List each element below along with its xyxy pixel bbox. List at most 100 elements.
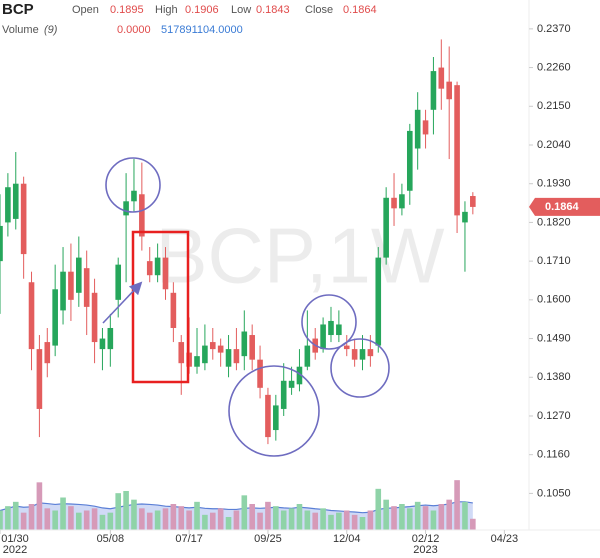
legend-label: Close	[305, 4, 333, 16]
volume-bar	[280, 510, 287, 530]
volume-bar	[20, 512, 27, 530]
candle-body	[359, 349, 366, 360]
volume-bar	[351, 514, 358, 530]
candle-body	[68, 271, 74, 300]
candle-body	[154, 257, 161, 276]
candle-body	[241, 331, 248, 357]
candle-body	[336, 324, 342, 336]
legend-value: 0.1843	[256, 4, 290, 16]
candle-body	[12, 183, 19, 219]
candle-body	[320, 324, 326, 350]
volume-bar	[265, 501, 271, 530]
volume-bar	[249, 504, 255, 530]
volume-bar	[60, 497, 66, 530]
watermark: BCP,1W	[156, 212, 445, 300]
candle-body	[131, 190, 137, 202]
candle-body	[328, 320, 334, 336]
candle-body	[0, 225, 3, 262]
candle-body	[422, 120, 429, 135]
candle-layer	[0, 39, 476, 445]
volume-bar	[68, 506, 74, 530]
legend-value: 517891104.0000	[161, 24, 243, 36]
y-tick-label: 0.1380	[537, 371, 571, 383]
volume-bar	[91, 508, 98, 530]
candle-body	[280, 380, 287, 409]
candle-body	[383, 197, 389, 258]
volume-bar	[336, 512, 342, 530]
volume-bar	[414, 501, 421, 530]
y-tick-label: 0.1710	[537, 255, 571, 267]
candle-body	[99, 338, 106, 350]
x-tick-label: 01/30	[1, 533, 29, 545]
legend-value: 0.1864	[343, 4, 377, 16]
candle-body	[375, 257, 382, 346]
volume-bar	[225, 517, 232, 530]
candle-body	[28, 282, 35, 350]
y-tick-label: 0.1490	[537, 332, 571, 344]
candle-body	[265, 394, 271, 438]
candle-body	[296, 366, 303, 385]
volume-bar	[462, 501, 468, 530]
volume-bar	[44, 508, 51, 530]
volume-bar	[359, 517, 366, 530]
legend-value: 0.0000	[117, 24, 151, 36]
x-tick-label: 12/04	[333, 533, 361, 545]
volume-bar	[288, 508, 295, 530]
candle-body	[391, 197, 397, 209]
volume-bar	[131, 499, 137, 530]
volume-bar	[367, 510, 374, 530]
volume-bar	[5, 506, 11, 530]
y-tick-label: 0.1270	[537, 410, 571, 422]
candle-body	[36, 349, 43, 409]
candle-body	[170, 292, 177, 328]
volume-bar	[391, 506, 397, 530]
annotation-circle	[105, 157, 161, 213]
volume-bar	[0, 510, 3, 530]
candle-body	[162, 257, 169, 290]
candle-body	[257, 359, 263, 388]
year-label: 2022	[3, 544, 27, 556]
x-tick-label: 05/08	[97, 533, 125, 545]
volume-bar	[154, 510, 161, 530]
candle-body	[76, 257, 82, 293]
x-tick-label: 04/23	[491, 533, 519, 545]
volume-bar	[399, 504, 405, 530]
volume-bar	[202, 514, 208, 530]
candle-body	[83, 268, 90, 307]
volume-bar	[170, 504, 177, 530]
candle-body	[454, 85, 460, 216]
volume-layer	[0, 480, 476, 530]
volume-bar	[107, 512, 114, 530]
volume-bar	[343, 510, 350, 530]
volume-bar	[115, 493, 122, 530]
volume-bar	[76, 512, 82, 530]
volume-bar	[83, 510, 90, 530]
x-tick-label: 09/25	[254, 533, 282, 545]
candle-body	[178, 342, 185, 364]
x-tick-label: 07/17	[175, 533, 203, 545]
candle-body	[60, 271, 66, 311]
volume-bar	[328, 514, 334, 530]
candle-body	[139, 194, 145, 237]
y-tick-label: 0.1160	[537, 449, 570, 461]
volume-bar	[146, 512, 153, 530]
candle-body	[399, 194, 405, 209]
volume-bar	[422, 506, 429, 530]
annotation-circle	[301, 294, 357, 350]
y-tick-label: 0.2260	[537, 61, 571, 73]
candle-body	[91, 292, 98, 343]
volume-bar	[454, 480, 460, 530]
year-label: 2023	[413, 544, 437, 556]
candle-body	[249, 335, 255, 360]
candle-body	[288, 380, 295, 388]
legend-label: High	[155, 4, 178, 16]
annotation-circle	[228, 365, 320, 457]
volume-bar	[312, 512, 319, 530]
candle-body	[438, 67, 445, 89]
candle-body	[430, 71, 437, 110]
volume-bar	[273, 506, 279, 530]
candle-body	[217, 345, 224, 353]
candle-body	[123, 201, 129, 216]
candle-body	[367, 349, 374, 357]
candle-body	[5, 187, 11, 223]
